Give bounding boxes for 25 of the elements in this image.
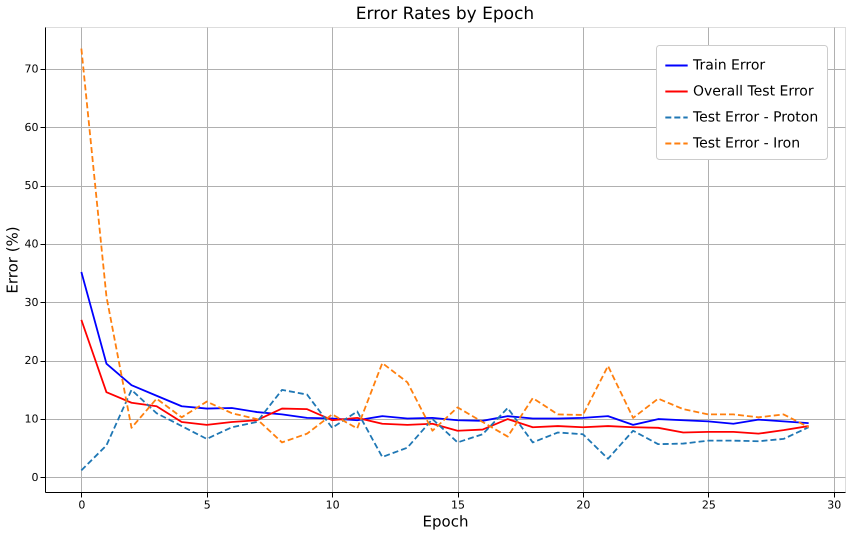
x-tick-label: 30 (827, 498, 842, 512)
y-tick-label: 60 (24, 120, 38, 134)
x-tick-label: 25 (702, 498, 716, 512)
x-tick-label: 0 (78, 498, 86, 512)
legend-label: Test Error - Iron (692, 136, 800, 152)
y-tick-label: 30 (24, 296, 38, 309)
chart-title: Error Rates by Epoch (356, 4, 534, 24)
x-tick-label: 10 (326, 498, 340, 512)
x-tick-label: 5 (204, 498, 211, 512)
line-series (80, 318, 810, 435)
y-tick-label: 10 (24, 412, 38, 426)
y-tick-label: 20 (24, 354, 38, 368)
x-axis-title: Epoch (422, 512, 468, 530)
legend-label: Train Error (692, 58, 766, 74)
x-tick-label: 15 (451, 498, 466, 512)
legend-label: Overall Test Error (693, 84, 814, 100)
y-tick-label: 70 (24, 62, 38, 76)
y-tick-label: 0 (32, 470, 38, 484)
line-series (80, 389, 810, 472)
x-tick-label: 20 (576, 498, 590, 512)
y-tick-label: 40 (24, 238, 38, 251)
legend-label: Test Error - Proton (692, 110, 818, 126)
y-tick-label: 50 (24, 179, 38, 192)
line-series (80, 271, 810, 426)
y-axis-title: Error (%) (4, 226, 22, 294)
